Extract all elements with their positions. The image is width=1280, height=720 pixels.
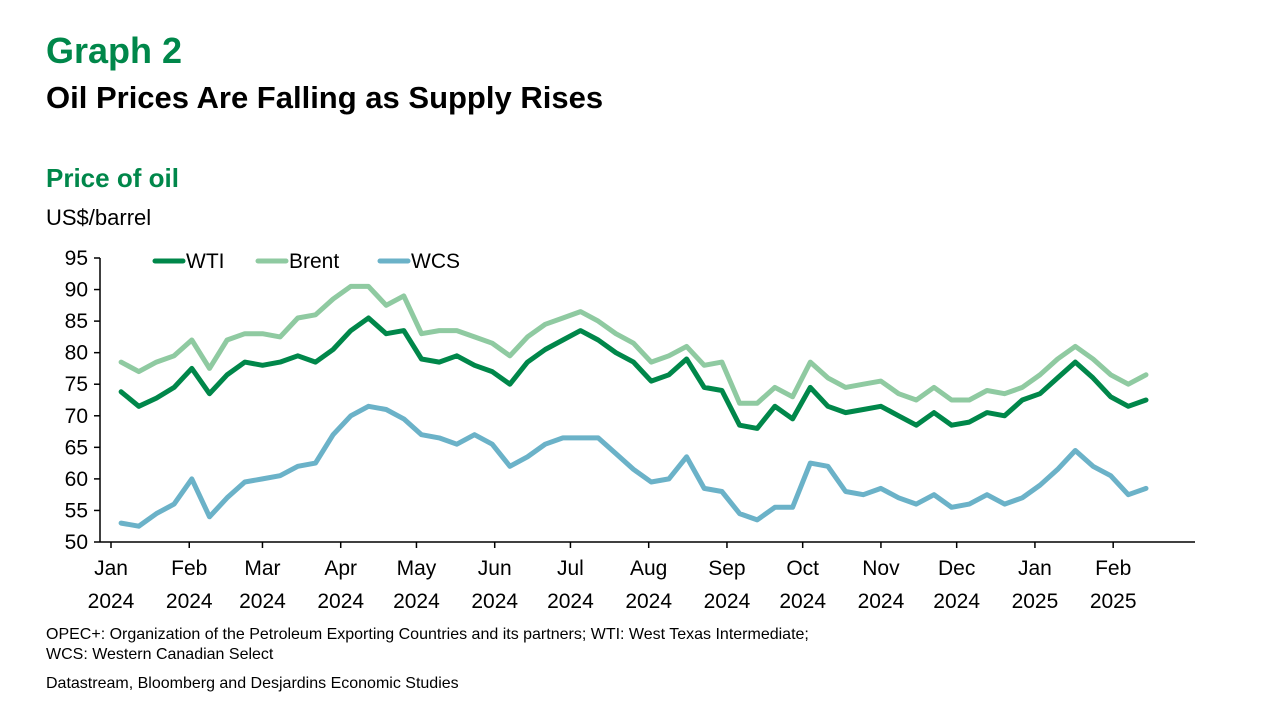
x-tick-label-month: Nov bbox=[862, 557, 900, 580]
x-tick-label-month: Feb bbox=[171, 557, 207, 580]
x-tick-label-year: 2024 bbox=[625, 590, 672, 613]
legend-label-brent: Brent bbox=[289, 250, 339, 273]
series-line-wti bbox=[118, 315, 1149, 431]
x-tick-label-year: 2024 bbox=[393, 590, 440, 613]
x-tick-label-month: Aug bbox=[630, 557, 667, 580]
graph-title: Oil Prices Are Falling as Supply Rises bbox=[46, 80, 604, 115]
y-axis-label: US$/barrel bbox=[46, 205, 152, 230]
x-tick-label-month: Jul bbox=[557, 557, 584, 580]
source-note: Datastream, Bloomberg and Desjardins Eco… bbox=[46, 675, 459, 692]
y-tick-label: 60 bbox=[65, 468, 88, 491]
x-tick-label-year: 2024 bbox=[779, 590, 826, 613]
footnote-line-2: WCS: Western Canadian Select bbox=[46, 646, 274, 663]
series-line-brent bbox=[118, 283, 1149, 406]
x-tick-label-month: Jan bbox=[94, 557, 128, 580]
x-tick-label-month: Jan bbox=[1018, 557, 1052, 580]
x-tick-label-month: Dec bbox=[938, 557, 975, 580]
x-tick-label-month: Feb bbox=[1095, 557, 1131, 580]
x-tick-label-year: 2024 bbox=[471, 590, 518, 613]
footnote-line-1: OPEC+: Organization of the Petroleum Exp… bbox=[46, 626, 809, 643]
series-line-wcs bbox=[118, 403, 1149, 529]
x-tick-label-month: Sep bbox=[708, 557, 745, 580]
x-tick-label-year: 2024 bbox=[547, 590, 594, 613]
y-tick-label: 75 bbox=[65, 373, 88, 396]
x-tick-label-month: Oct bbox=[786, 557, 819, 580]
footnote: OPEC+: Organization of the Petroleum Exp… bbox=[46, 625, 1226, 665]
x-tick-label-year: 2024 bbox=[317, 590, 364, 613]
x-tick-label-year: 2024 bbox=[166, 590, 213, 613]
x-tick-label-month: Apr bbox=[324, 557, 357, 580]
y-tick-label: 85 bbox=[65, 310, 88, 333]
chart-axes: 50 55 60 65 70 75 80 85 90 95 Jan 2024 Feb 2024 Mar 202… bbox=[65, 247, 1195, 613]
y-tick-label: 65 bbox=[65, 436, 88, 459]
x-tick-label-month: Mar bbox=[244, 557, 280, 580]
x-tick-label-year: 2024 bbox=[704, 590, 751, 613]
legend-label-wti: WTI bbox=[186, 250, 224, 273]
legend-label-wcs: WCS bbox=[411, 250, 460, 273]
legend: WTI Brent WCS bbox=[152, 250, 460, 273]
x-tick-label-year: 2025 bbox=[1090, 590, 1137, 613]
x-tick-label-year: 2024 bbox=[858, 590, 905, 613]
x-tick-label-year: 2025 bbox=[1012, 590, 1059, 613]
graph-number: Graph 2 bbox=[46, 30, 183, 71]
x-tick-label-year: 2024 bbox=[933, 590, 980, 613]
chart-title: Price of oil bbox=[46, 163, 179, 193]
x-tick-label-month: May bbox=[397, 557, 437, 580]
y-tick-label: 70 bbox=[65, 405, 88, 428]
y-tick-label: 50 bbox=[65, 531, 88, 554]
y-tick-label: 90 bbox=[65, 279, 88, 302]
y-tick-label: 55 bbox=[65, 499, 88, 522]
x-tick-label-year: 2024 bbox=[239, 590, 286, 613]
y-tick-label: 80 bbox=[65, 342, 88, 365]
x-tick-label-month: Jun bbox=[478, 557, 512, 580]
x-tick-label-year: 2024 bbox=[88, 590, 135, 613]
y-tick-label: 95 bbox=[65, 247, 88, 270]
series-lines bbox=[118, 283, 1149, 529]
